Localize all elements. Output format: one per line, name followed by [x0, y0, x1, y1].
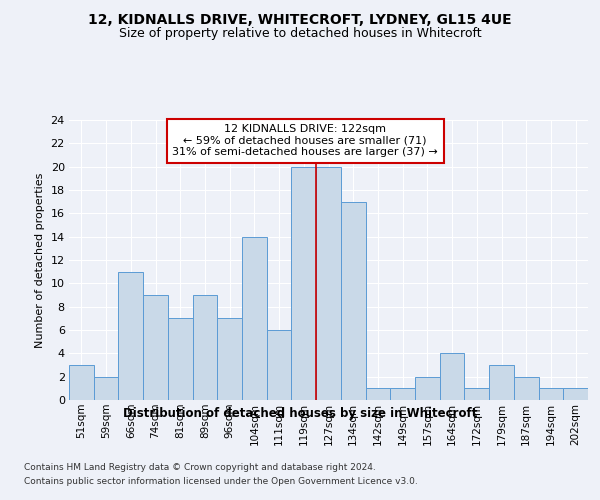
Bar [390, 388, 415, 400]
Bar [341, 202, 365, 400]
Bar [94, 376, 118, 400]
Bar [440, 354, 464, 400]
Bar [563, 388, 588, 400]
Text: 12, KIDNALLS DRIVE, WHITECROFT, LYDNEY, GL15 4UE: 12, KIDNALLS DRIVE, WHITECROFT, LYDNEY, … [88, 12, 512, 26]
Bar [464, 388, 489, 400]
Bar [69, 365, 94, 400]
Bar [217, 318, 242, 400]
Bar [193, 295, 217, 400]
Y-axis label: Number of detached properties: Number of detached properties [35, 172, 45, 348]
Bar [415, 376, 440, 400]
Text: Size of property relative to detached houses in Whitecroft: Size of property relative to detached ho… [119, 28, 481, 40]
Bar [365, 388, 390, 400]
Bar [168, 318, 193, 400]
Bar [489, 365, 514, 400]
Text: Distribution of detached houses by size in Whitecroft: Distribution of detached houses by size … [123, 408, 477, 420]
Text: Contains HM Land Registry data © Crown copyright and database right 2024.: Contains HM Land Registry data © Crown c… [24, 462, 376, 471]
Text: Contains public sector information licensed under the Open Government Licence v3: Contains public sector information licen… [24, 478, 418, 486]
Bar [118, 272, 143, 400]
Bar [267, 330, 292, 400]
Bar [242, 236, 267, 400]
Bar [539, 388, 563, 400]
Bar [292, 166, 316, 400]
Bar [143, 295, 168, 400]
Text: 12 KIDNALLS DRIVE: 122sqm
← 59% of detached houses are smaller (71)
31% of semi-: 12 KIDNALLS DRIVE: 122sqm ← 59% of detac… [172, 124, 438, 158]
Bar [316, 166, 341, 400]
Bar [514, 376, 539, 400]
